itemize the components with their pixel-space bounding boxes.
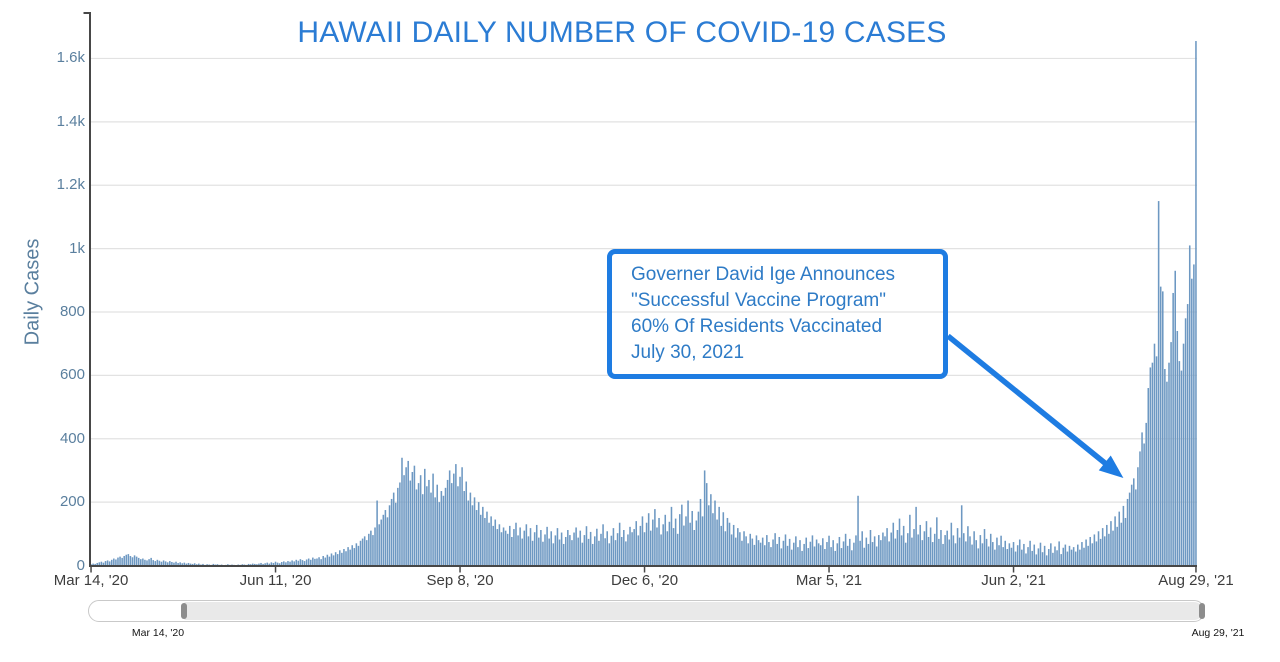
annotation-box: Governer David Ige Announces "Successful… — [607, 249, 948, 379]
annotation-line: 60% Of Residents Vaccinated — [631, 316, 883, 337]
daily-cases-bars — [90, 41, 1197, 566]
range-slider[interactable] — [88, 600, 1205, 622]
annotation-line: "Successful Vaccine Program" — [631, 290, 886, 311]
range-slider-track[interactable] — [88, 600, 1205, 622]
range-slider-left-handle[interactable] — [181, 603, 187, 619]
annotation-line: Governer David Ige Announces — [631, 264, 896, 285]
range-end-label: Aug 29, '21 — [1191, 627, 1245, 639]
y-axis-title: Daily Cases — [21, 238, 44, 346]
annotation-arrow-line — [946, 333, 1110, 468]
range-start-label: Mar 14, '20 — [131, 627, 185, 639]
chart-title: HAWAII DAILY NUMBER OF COVID-19 CASES — [297, 16, 947, 49]
annotation-line: July 30, 2021 — [631, 342, 745, 363]
range-slider-selected-region[interactable] — [181, 602, 1205, 620]
annotation-arrowhead-icon — [1098, 455, 1124, 479]
range-slider-right-handle[interactable] — [1199, 603, 1205, 619]
